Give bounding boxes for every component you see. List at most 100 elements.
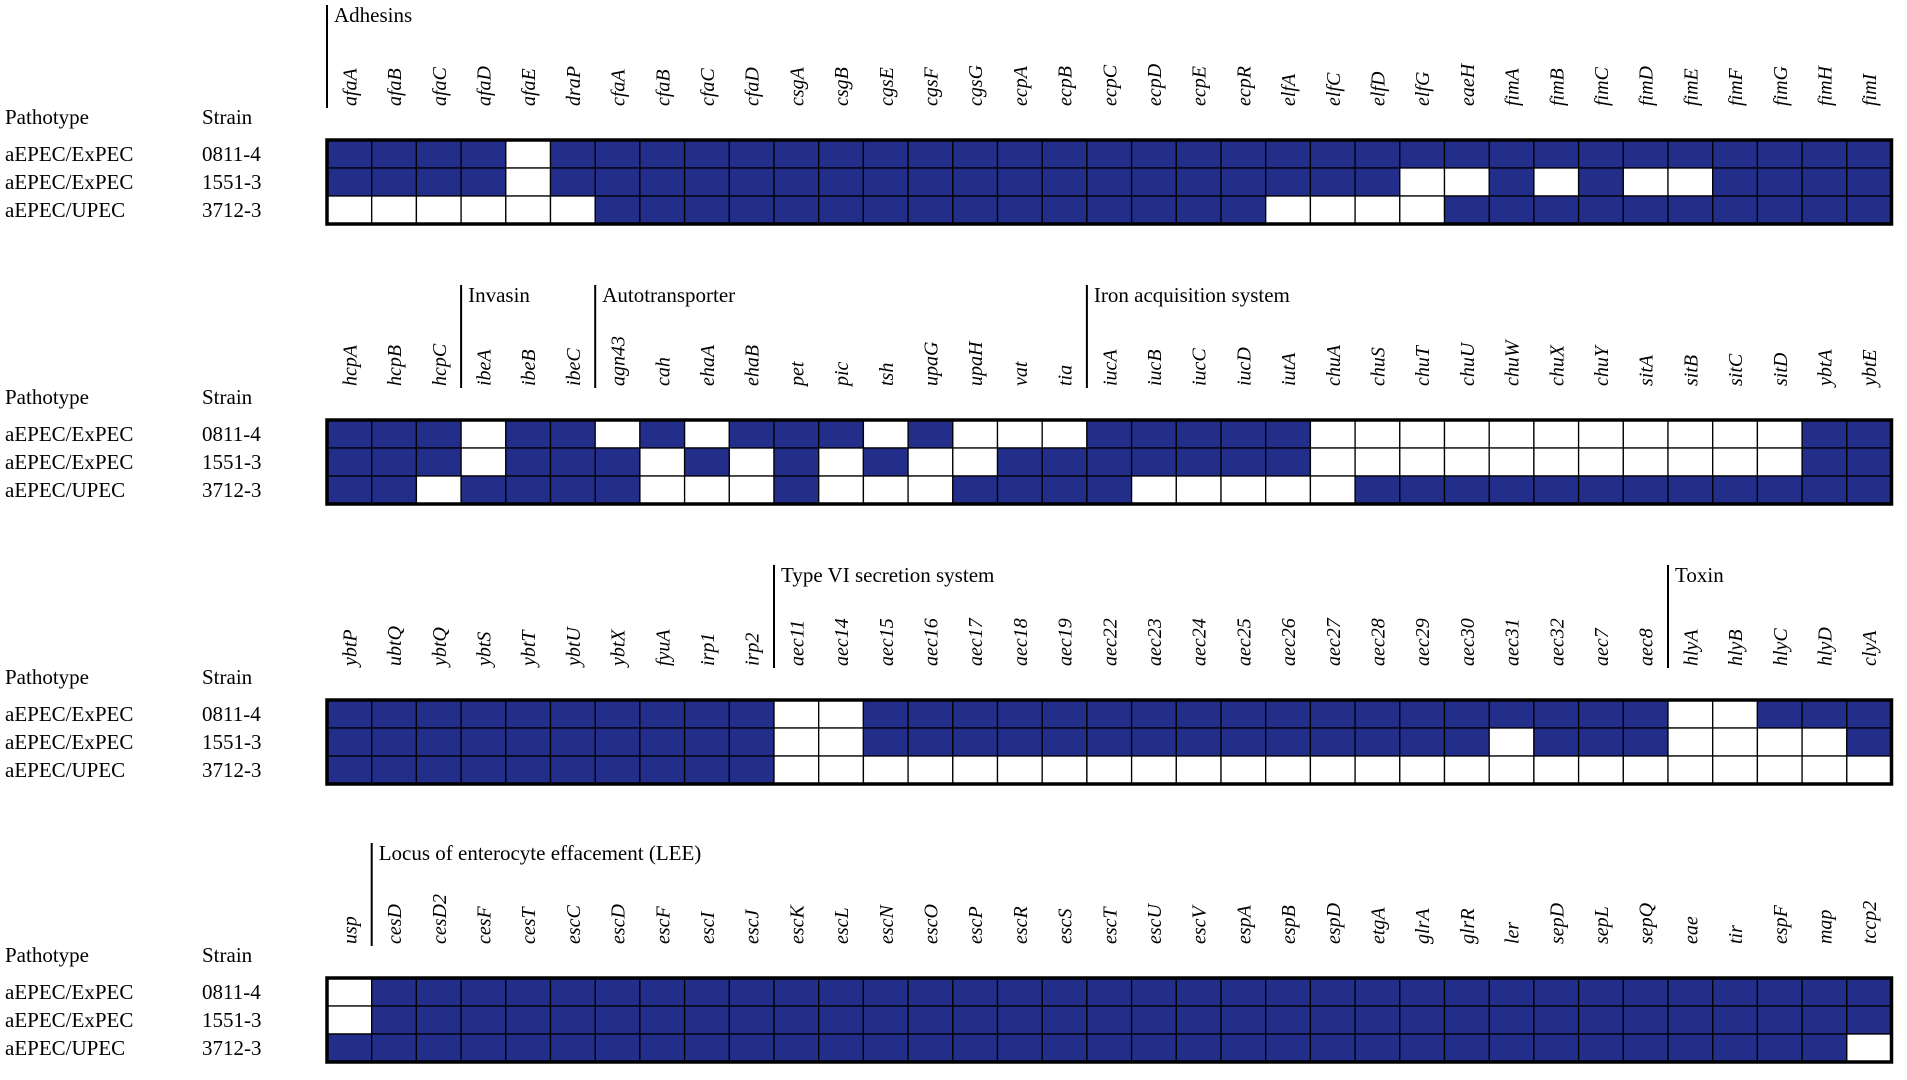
cell-present (1667, 1033, 1714, 1063)
cell-present (371, 1005, 418, 1035)
cell-absent (1577, 755, 1624, 785)
cell-absent (818, 447, 865, 477)
cell-absent (1533, 167, 1580, 197)
cell-present (683, 755, 730, 785)
cell-absent (1175, 755, 1222, 785)
cell-present (326, 755, 373, 785)
cell-present (371, 447, 418, 477)
cell-absent (818, 755, 865, 785)
cell-present (505, 1005, 552, 1035)
cell-present (415, 1005, 462, 1035)
gene-label: ybtP (339, 629, 361, 668)
cell-present (818, 977, 865, 1007)
cell-present (1175, 139, 1222, 169)
cell-present (1086, 1033, 1133, 1063)
cell-present (505, 699, 552, 729)
cell-present (996, 1005, 1043, 1035)
cell-present (1488, 167, 1535, 197)
cell-present (862, 1005, 909, 1035)
cell-present (1265, 699, 1312, 729)
cell-present (683, 167, 730, 197)
cell-present (1041, 195, 1088, 225)
cell-present (1265, 419, 1312, 449)
gene-label: aec29 (1412, 618, 1434, 666)
gene-label: escP (965, 906, 987, 944)
cell-present (594, 139, 641, 169)
cell-present (1577, 195, 1624, 225)
cell-absent (952, 447, 999, 477)
gene-label: fimH (1814, 64, 1836, 106)
cell-present (1130, 1033, 1177, 1063)
gene-label: ybtQ (429, 627, 451, 668)
cell-present (1801, 1033, 1848, 1063)
gene-label: espF (1770, 904, 1792, 944)
gene-label: aec25 (1233, 618, 1255, 666)
cell-present (1354, 977, 1401, 1007)
row-label-strain: 0811-4 (202, 142, 261, 166)
gene-label: vat (1010, 361, 1032, 386)
cell-present (862, 139, 909, 169)
cell-present (1801, 475, 1848, 505)
gene-label: escU (1144, 902, 1166, 944)
cell-present (549, 139, 596, 169)
gene-label: ibeA (473, 349, 495, 386)
cell-present (996, 727, 1043, 757)
cell-present (460, 1005, 507, 1035)
cell-present (1086, 699, 1133, 729)
gene-label: chuX (1546, 344, 1568, 386)
cell-absent (1533, 755, 1580, 785)
cell-present (1846, 727, 1893, 757)
row-label-strain: 3712-3 (202, 1036, 262, 1060)
gene-label: aec14 (831, 618, 853, 666)
cell-present (683, 447, 730, 477)
row-label-pathotype: aEPEC/ExPEC (5, 142, 133, 166)
cell-absent (728, 475, 775, 505)
cell-present (415, 447, 462, 477)
gene-label: escF (652, 905, 674, 944)
cell-absent (907, 755, 954, 785)
cell-present (1533, 195, 1580, 225)
cell-present (505, 475, 552, 505)
gene-label: iucA (1099, 349, 1121, 386)
cell-present (639, 167, 686, 197)
gene-label: espB (1278, 905, 1300, 944)
gene-label: sitA (1636, 354, 1658, 386)
cell-present (371, 755, 418, 785)
cell-present (1801, 167, 1848, 197)
cell-present (1175, 1005, 1222, 1035)
cell-absent (1265, 475, 1312, 505)
cell-present (326, 139, 373, 169)
cell-present (907, 977, 954, 1007)
cell-present (639, 1005, 686, 1035)
cell-present (639, 195, 686, 225)
gene-label: escD (608, 903, 630, 944)
cell-absent (505, 139, 552, 169)
cell-present (728, 419, 775, 449)
cell-present (1533, 1005, 1580, 1035)
gene-label: ybtX (608, 629, 630, 668)
gene-label: chuS (1367, 347, 1389, 386)
gene-label: agn43 (608, 336, 630, 386)
cell-present (1488, 977, 1535, 1007)
cell-present (1756, 977, 1803, 1007)
cell-present (549, 755, 596, 785)
cell-absent (1846, 1033, 1893, 1063)
cell-present (505, 1033, 552, 1063)
cell-present (1399, 1033, 1446, 1063)
cell-present (1041, 727, 1088, 757)
gene-label: aec17 (965, 617, 987, 666)
cell-absent (1399, 419, 1446, 449)
cell-present (728, 977, 775, 1007)
category-label: Invasin (468, 283, 530, 307)
cell-present (1443, 1033, 1490, 1063)
cell-present (1265, 139, 1312, 169)
cell-present (415, 755, 462, 785)
cell-present (1443, 977, 1490, 1007)
gene-label: ler (1502, 922, 1524, 944)
cell-present (1622, 139, 1669, 169)
cell-absent (1265, 195, 1312, 225)
cell-absent (1443, 755, 1490, 785)
cell-present (1577, 1005, 1624, 1035)
gene-label: ecpR (1233, 66, 1255, 106)
cell-present (1265, 167, 1312, 197)
